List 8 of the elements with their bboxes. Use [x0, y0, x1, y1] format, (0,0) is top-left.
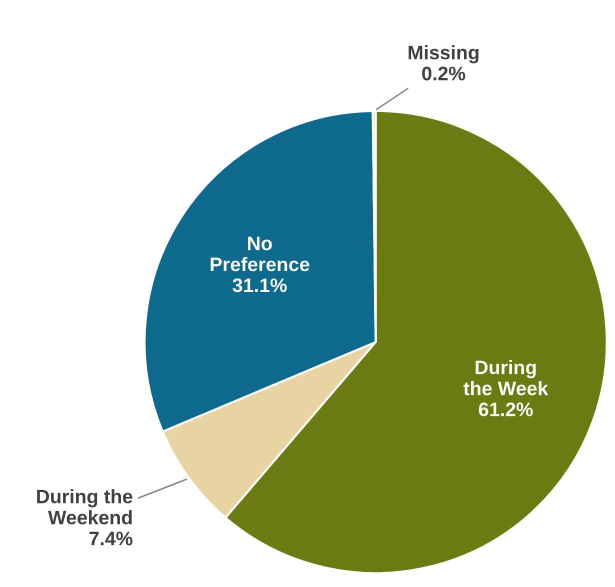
slice-label: Missing: [408, 45, 478, 64]
data-label: 61.2%: [478, 402, 533, 416]
data-label: 7.4%: [90, 532, 132, 546]
data-label: 31.1%: [232, 278, 287, 292]
data-label: 0.2%: [422, 66, 466, 80]
slice-label: No Preference: [210, 236, 310, 272]
slice-label: During the Week: [463, 360, 548, 396]
slice-label: During the Weekend: [37, 489, 132, 524]
